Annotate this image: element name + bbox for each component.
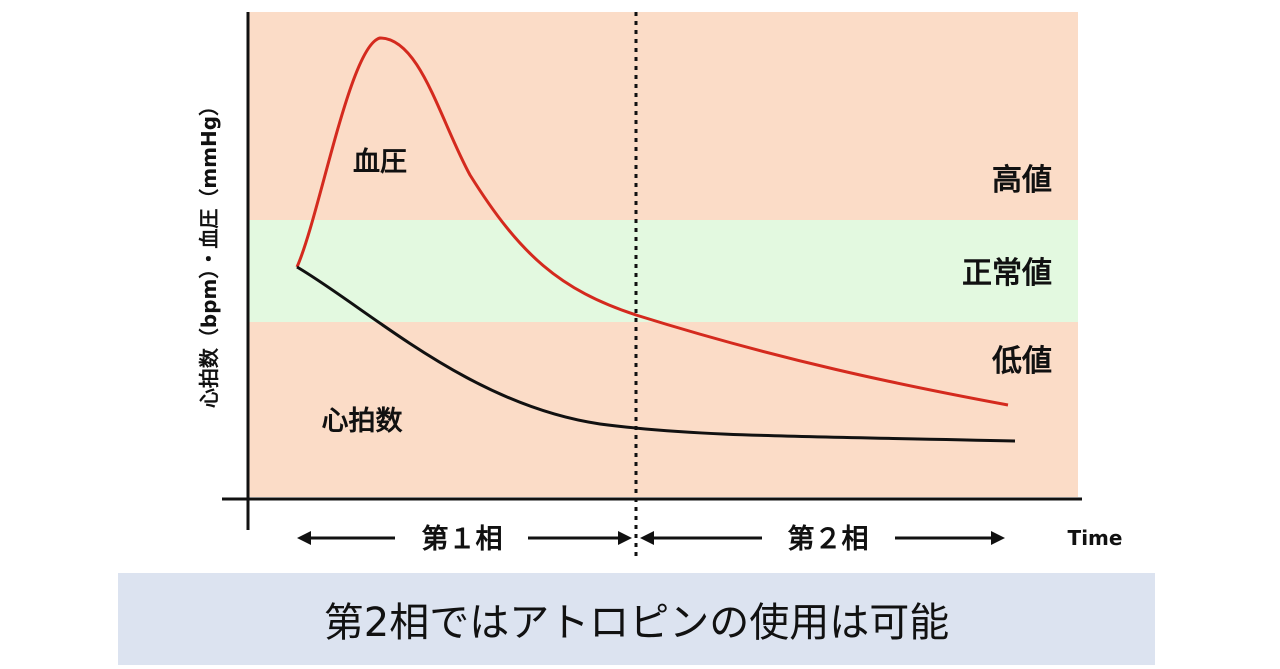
chart: 血圧 心拍数 高値 正常値 低値 心拍数（bpm）・血圧（mmHg） Time … [197,12,1123,560]
zone-high-label: 高値 [992,163,1052,198]
series-bp-line [295,36,1009,407]
series-bp-label: 血圧 [353,147,407,178]
caption-banner: 第2相ではアトロピンの使用は可能 [118,573,1155,665]
phase2-arrow-left-head [640,531,654,545]
phase2-arrow-right-head [991,531,1005,545]
series-hr-line [296,265,1016,443]
series-hr-label: 心拍数 [322,406,404,437]
zone-high [248,12,1078,220]
phase1-arrow-left-head [297,531,311,545]
caption-text: 第2相ではアトロピンの使用は可能 [323,600,950,646]
phase2-label: 第２相 [788,523,869,555]
zone-normal-label: 正常値 [962,256,1052,291]
phase1-arrow-right-head [618,531,632,545]
y-axis-label: 心拍数（bpm）・血圧（mmHg） [197,96,221,408]
zone-normal [248,220,1078,322]
x-axis-label: Time [1068,526,1123,550]
phase1-label: 第１相 [422,523,503,555]
zone-low-label: 低値 [991,344,1052,379]
zone-low [248,322,1078,497]
